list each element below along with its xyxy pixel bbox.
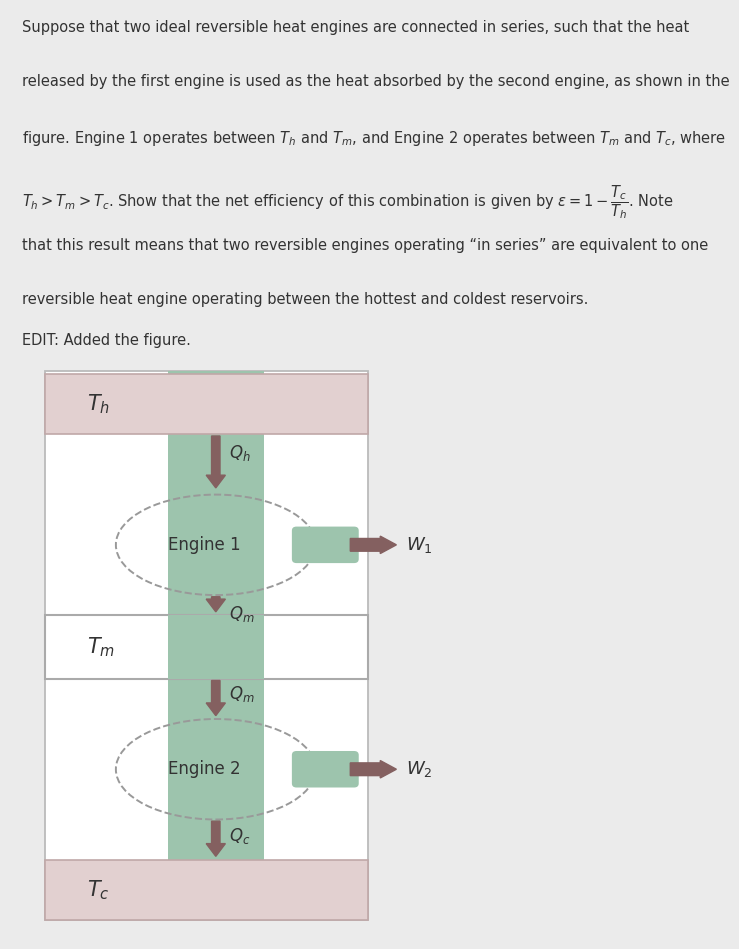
FancyArrow shape [350,536,396,553]
Text: $Q_c$: $Q_c$ [229,827,251,847]
Text: Suppose that two ideal reversible heat engines are connected in series, such tha: Suppose that two ideal reversible heat e… [22,20,689,35]
Bar [168,615,264,679]
FancyBboxPatch shape [292,751,358,788]
Text: released by the first engine is used as the heat absorbed by the second engine, : released by the first engine is used as … [22,74,729,89]
Text: $W_1$: $W_1$ [406,535,432,555]
FancyArrow shape [350,760,396,778]
Text: $Q_m$: $Q_m$ [229,604,255,623]
Text: $T_c$: $T_c$ [87,878,109,902]
Text: $Q_m$: $Q_m$ [229,684,255,704]
Text: that this result means that two reversible engines operating “in series” are equ: that this result means that two reversib… [22,238,708,252]
FancyArrow shape [206,436,225,488]
FancyArrow shape [206,821,225,856]
Text: $W_2$: $W_2$ [406,759,432,779]
Text: EDIT: Added the figure.: EDIT: Added the figure. [22,332,191,347]
Bar [45,615,367,679]
Text: figure. Engine 1 operates between $T_h$ and $T_m$, and Engine 2 operates between: figure. Engine 1 operates between $T_h$ … [22,129,726,148]
Bar [45,371,367,920]
Text: $Q_h$: $Q_h$ [229,443,251,463]
Text: Engine 2: Engine 2 [168,760,241,778]
Bar [168,371,264,920]
Text: $T_h$: $T_h$ [87,392,110,416]
FancyArrow shape [206,680,225,716]
Text: $T_h > T_m > T_c$. Show that the net efficiency of this combination is given by : $T_h > T_m > T_c$. Show that the net eff… [22,183,674,221]
Bar [45,860,367,920]
Bar [45,374,367,435]
Text: $T_m$: $T_m$ [87,635,115,659]
Text: reversible heat engine operating between the hottest and coldest reservoirs.: reversible heat engine operating between… [22,292,588,307]
FancyBboxPatch shape [292,527,358,563]
FancyArrow shape [206,597,225,612]
Text: Engine 1: Engine 1 [168,536,241,554]
